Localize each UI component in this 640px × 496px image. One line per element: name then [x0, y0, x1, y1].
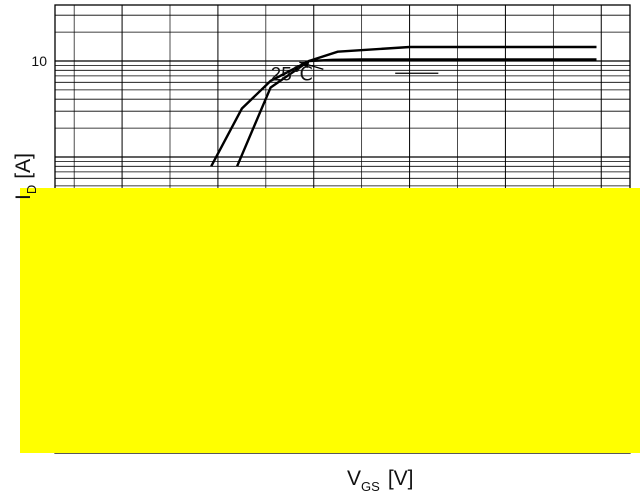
x-axis-label-main: V	[347, 467, 361, 490]
chart-lines	[210, 45, 597, 167]
y-axis-label-sub: D	[24, 185, 39, 194]
series-line-high	[210, 45, 597, 167]
annotation-label: 25℃	[271, 64, 313, 85]
x-axis-label-unit: [V]	[388, 467, 414, 490]
x-axis-label: VGS [V]	[347, 467, 414, 494]
x-axis-label-sub: GS	[361, 479, 380, 494]
annotation-arrowhead	[299, 61, 310, 69]
y-tick-labels: 10	[31, 53, 47, 69]
annotation: 25℃	[271, 61, 439, 85]
y-axis-label: ID [A]	[12, 153, 39, 200]
yellow-overlay	[20, 188, 640, 453]
y-axis-label-main: I	[12, 194, 35, 200]
svg-text:ID[A]: ID [A]	[12, 153, 39, 200]
series-line-25C	[235, 58, 597, 167]
y-tick-label: 10	[31, 53, 47, 69]
y-axis-label-unit: [A]	[12, 153, 35, 179]
